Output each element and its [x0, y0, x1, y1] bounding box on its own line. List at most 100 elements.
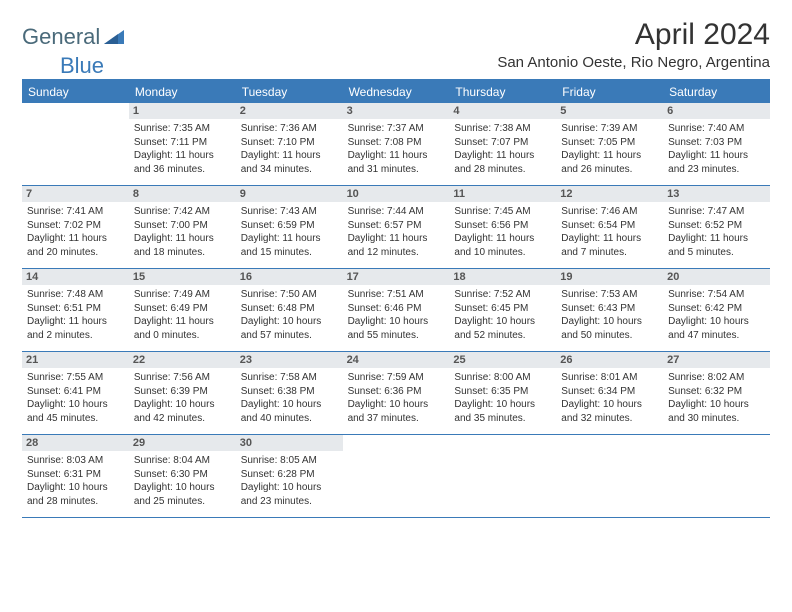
dow-tuesday: Tuesday: [236, 81, 343, 103]
day-number: 19: [556, 269, 663, 285]
sunrise-line: Sunrise: 7:43 AM: [241, 205, 338, 219]
daylight-line: and 52 minutes.: [454, 329, 551, 343]
header: General April 2024 San Antonio Oeste, Ri…: [22, 18, 770, 71]
day-number: 1: [129, 103, 236, 119]
sunset-line: Sunset: 6:45 PM: [454, 302, 551, 316]
day-cell: 18Sunrise: 7:52 AMSunset: 6:45 PMDayligh…: [449, 269, 556, 351]
daylight-line: and 47 minutes.: [668, 329, 765, 343]
day-number: 18: [449, 269, 556, 285]
day-number: 10: [343, 186, 450, 202]
daylight-line: and 2 minutes.: [27, 329, 124, 343]
sunrise-line: Sunrise: 7:44 AM: [348, 205, 445, 219]
location-subtitle: San Antonio Oeste, Rio Negro, Argentina: [497, 54, 770, 71]
daylight-line: Daylight: 11 hours: [348, 232, 445, 246]
day-cell: [343, 435, 450, 517]
day-number: [449, 435, 556, 451]
daylight-line: and 15 minutes.: [241, 246, 338, 260]
sunrise-line: Sunrise: 7:36 AM: [241, 122, 338, 136]
weeks-container: 1Sunrise: 7:35 AMSunset: 7:11 PMDaylight…: [22, 103, 770, 518]
sunrise-line: Sunrise: 7:38 AM: [454, 122, 551, 136]
day-number: 13: [663, 186, 770, 202]
day-cell: 14Sunrise: 7:48 AMSunset: 6:51 PMDayligh…: [22, 269, 129, 351]
sunset-line: Sunset: 7:11 PM: [134, 136, 231, 150]
week-row: 7Sunrise: 7:41 AMSunset: 7:02 PMDaylight…: [22, 186, 770, 269]
dow-sunday: Sunday: [22, 81, 129, 103]
sunrise-line: Sunrise: 7:47 AM: [668, 205, 765, 219]
day-number: 21: [22, 352, 129, 368]
sunset-line: Sunset: 6:51 PM: [27, 302, 124, 316]
day-cell: 13Sunrise: 7:47 AMSunset: 6:52 PMDayligh…: [663, 186, 770, 268]
sunrise-line: Sunrise: 7:35 AM: [134, 122, 231, 136]
day-cell: 20Sunrise: 7:54 AMSunset: 6:42 PMDayligh…: [663, 269, 770, 351]
day-number: 8: [129, 186, 236, 202]
calendar-page: General April 2024 San Antonio Oeste, Ri…: [0, 0, 792, 536]
sunrise-line: Sunrise: 8:03 AM: [27, 454, 124, 468]
day-cell: 22Sunrise: 7:56 AMSunset: 6:39 PMDayligh…: [129, 352, 236, 434]
day-number: 6: [663, 103, 770, 119]
daylight-line: and 20 minutes.: [27, 246, 124, 260]
sunset-line: Sunset: 7:07 PM: [454, 136, 551, 150]
daylight-line: Daylight: 11 hours: [27, 232, 124, 246]
sunset-line: Sunset: 7:10 PM: [241, 136, 338, 150]
daylight-line: Daylight: 11 hours: [454, 149, 551, 163]
sunset-line: Sunset: 6:30 PM: [134, 468, 231, 482]
daylight-line: and 32 minutes.: [561, 412, 658, 426]
daylight-line: and 25 minutes.: [134, 495, 231, 509]
sunrise-line: Sunrise: 7:39 AM: [561, 122, 658, 136]
sunset-line: Sunset: 7:08 PM: [348, 136, 445, 150]
day-cell: 21Sunrise: 7:55 AMSunset: 6:41 PMDayligh…: [22, 352, 129, 434]
sunrise-line: Sunrise: 7:46 AM: [561, 205, 658, 219]
daylight-line: Daylight: 11 hours: [668, 232, 765, 246]
brand-logo: General: [22, 18, 126, 50]
sunrise-line: Sunrise: 8:02 AM: [668, 371, 765, 385]
sunset-line: Sunset: 6:59 PM: [241, 219, 338, 233]
day-number: 24: [343, 352, 450, 368]
day-cell: 7Sunrise: 7:41 AMSunset: 7:02 PMDaylight…: [22, 186, 129, 268]
daylight-line: Daylight: 10 hours: [241, 315, 338, 329]
sunset-line: Sunset: 7:03 PM: [668, 136, 765, 150]
daylight-line: Daylight: 11 hours: [241, 149, 338, 163]
daylight-line: Daylight: 11 hours: [561, 149, 658, 163]
daylight-line: and 28 minutes.: [454, 163, 551, 177]
day-number: 29: [129, 435, 236, 451]
sunset-line: Sunset: 6:34 PM: [561, 385, 658, 399]
day-cell: 17Sunrise: 7:51 AMSunset: 6:46 PMDayligh…: [343, 269, 450, 351]
sunset-line: Sunset: 6:48 PM: [241, 302, 338, 316]
daylight-line: Daylight: 10 hours: [27, 398, 124, 412]
day-number: 14: [22, 269, 129, 285]
day-cell: 29Sunrise: 8:04 AMSunset: 6:30 PMDayligh…: [129, 435, 236, 517]
daylight-line: and 37 minutes.: [348, 412, 445, 426]
daylight-line: and 5 minutes.: [668, 246, 765, 260]
day-cell: 30Sunrise: 8:05 AMSunset: 6:28 PMDayligh…: [236, 435, 343, 517]
daylight-line: and 26 minutes.: [561, 163, 658, 177]
daylight-line: Daylight: 11 hours: [134, 315, 231, 329]
day-number: 2: [236, 103, 343, 119]
week-row: 1Sunrise: 7:35 AMSunset: 7:11 PMDaylight…: [22, 103, 770, 186]
daylight-line: Daylight: 10 hours: [134, 481, 231, 495]
day-cell: 23Sunrise: 7:58 AMSunset: 6:38 PMDayligh…: [236, 352, 343, 434]
sunrise-line: Sunrise: 8:00 AM: [454, 371, 551, 385]
sunrise-line: Sunrise: 7:40 AM: [668, 122, 765, 136]
daylight-line: and 23 minutes.: [668, 163, 765, 177]
daylight-line: Daylight: 10 hours: [668, 398, 765, 412]
brand-general: General: [22, 24, 100, 50]
sunrise-line: Sunrise: 8:05 AM: [241, 454, 338, 468]
daylight-line: Daylight: 10 hours: [668, 315, 765, 329]
sunset-line: Sunset: 7:05 PM: [561, 136, 658, 150]
sunset-line: Sunset: 6:38 PM: [241, 385, 338, 399]
sunrise-line: Sunrise: 7:51 AM: [348, 288, 445, 302]
day-number: [22, 103, 129, 119]
day-of-week-row: Sunday Monday Tuesday Wednesday Thursday…: [22, 81, 770, 103]
day-number: 20: [663, 269, 770, 285]
daylight-line: Daylight: 11 hours: [134, 149, 231, 163]
sunrise-line: Sunrise: 7:42 AM: [134, 205, 231, 219]
sunset-line: Sunset: 7:02 PM: [27, 219, 124, 233]
daylight-line: and 7 minutes.: [561, 246, 658, 260]
dow-monday: Monday: [129, 81, 236, 103]
sunset-line: Sunset: 6:46 PM: [348, 302, 445, 316]
day-number: 23: [236, 352, 343, 368]
sunset-line: Sunset: 6:49 PM: [134, 302, 231, 316]
sunset-line: Sunset: 6:35 PM: [454, 385, 551, 399]
daylight-line: and 10 minutes.: [454, 246, 551, 260]
sunset-line: Sunset: 6:57 PM: [348, 219, 445, 233]
